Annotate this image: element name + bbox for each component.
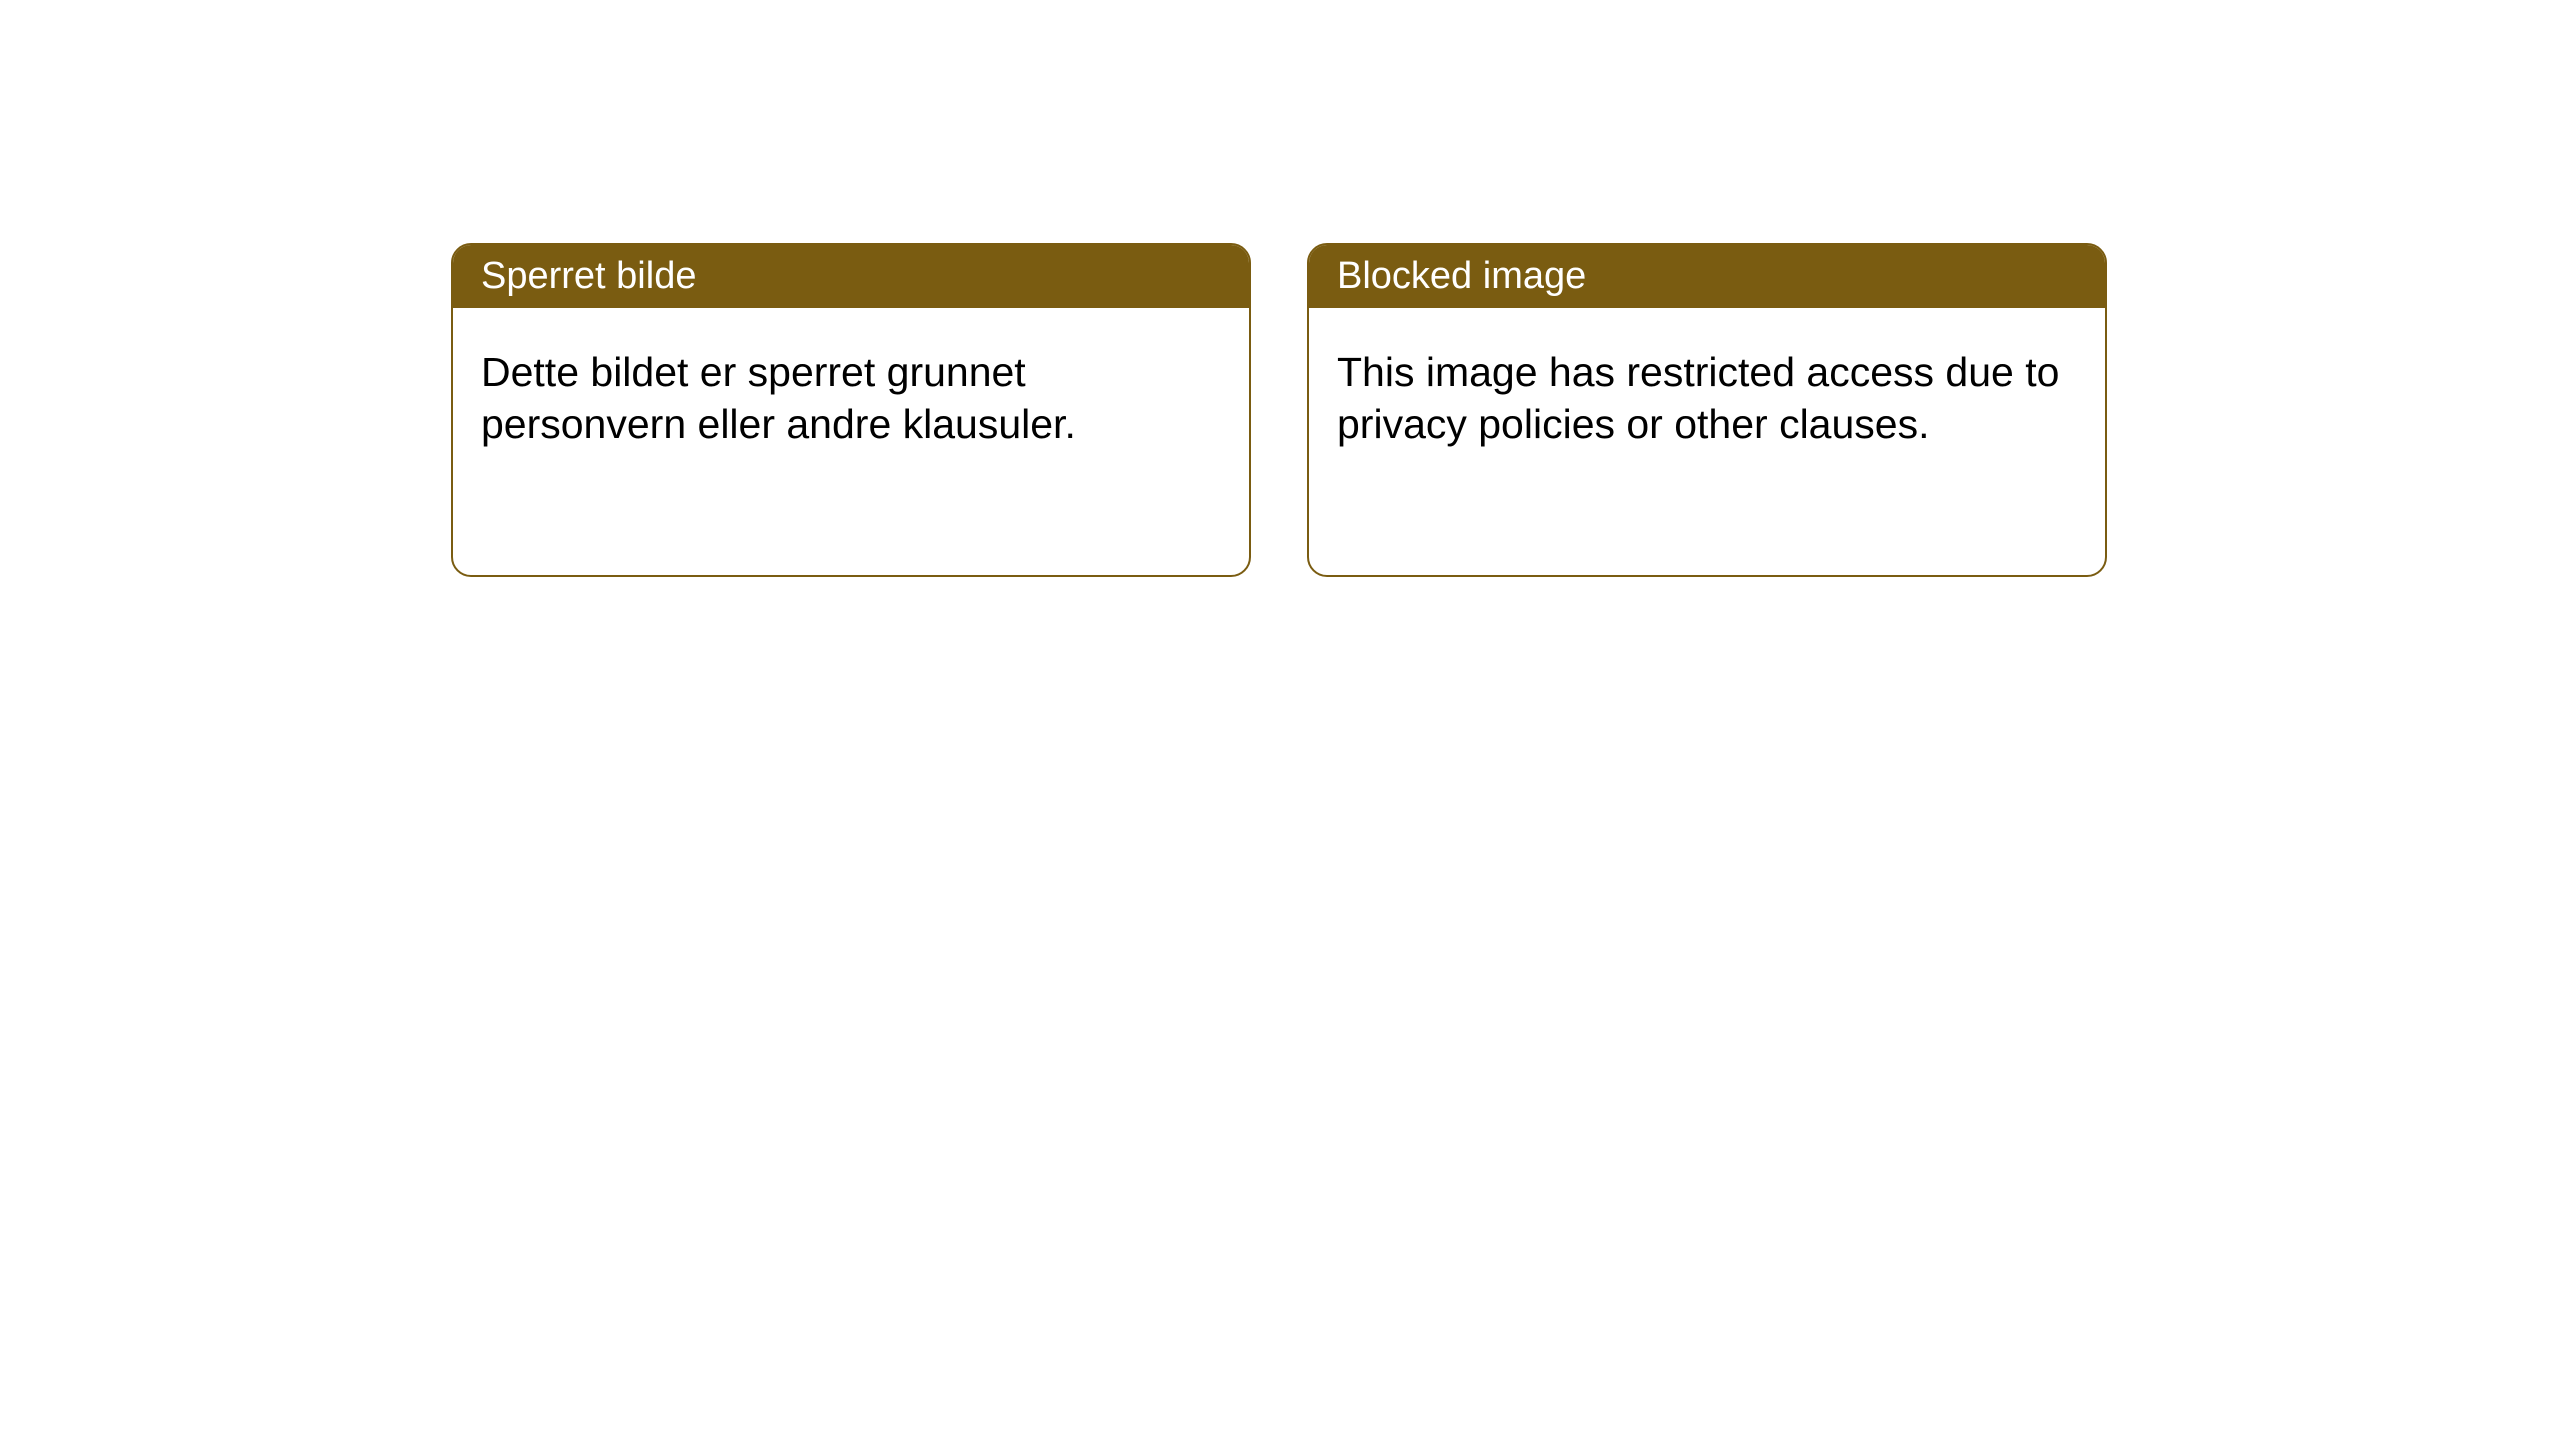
blocked-image-card-norwegian: Sperret bilde Dette bildet er sperret gr…	[451, 243, 1251, 577]
card-title: Blocked image	[1309, 245, 2105, 308]
card-body: This image has restricted access due to …	[1309, 308, 2105, 479]
blocked-image-card-english: Blocked image This image has restricted …	[1307, 243, 2107, 577]
card-title: Sperret bilde	[453, 245, 1249, 308]
card-body: Dette bildet er sperret grunnet personve…	[453, 308, 1249, 479]
notice-container: Sperret bilde Dette bildet er sperret gr…	[451, 243, 2107, 577]
